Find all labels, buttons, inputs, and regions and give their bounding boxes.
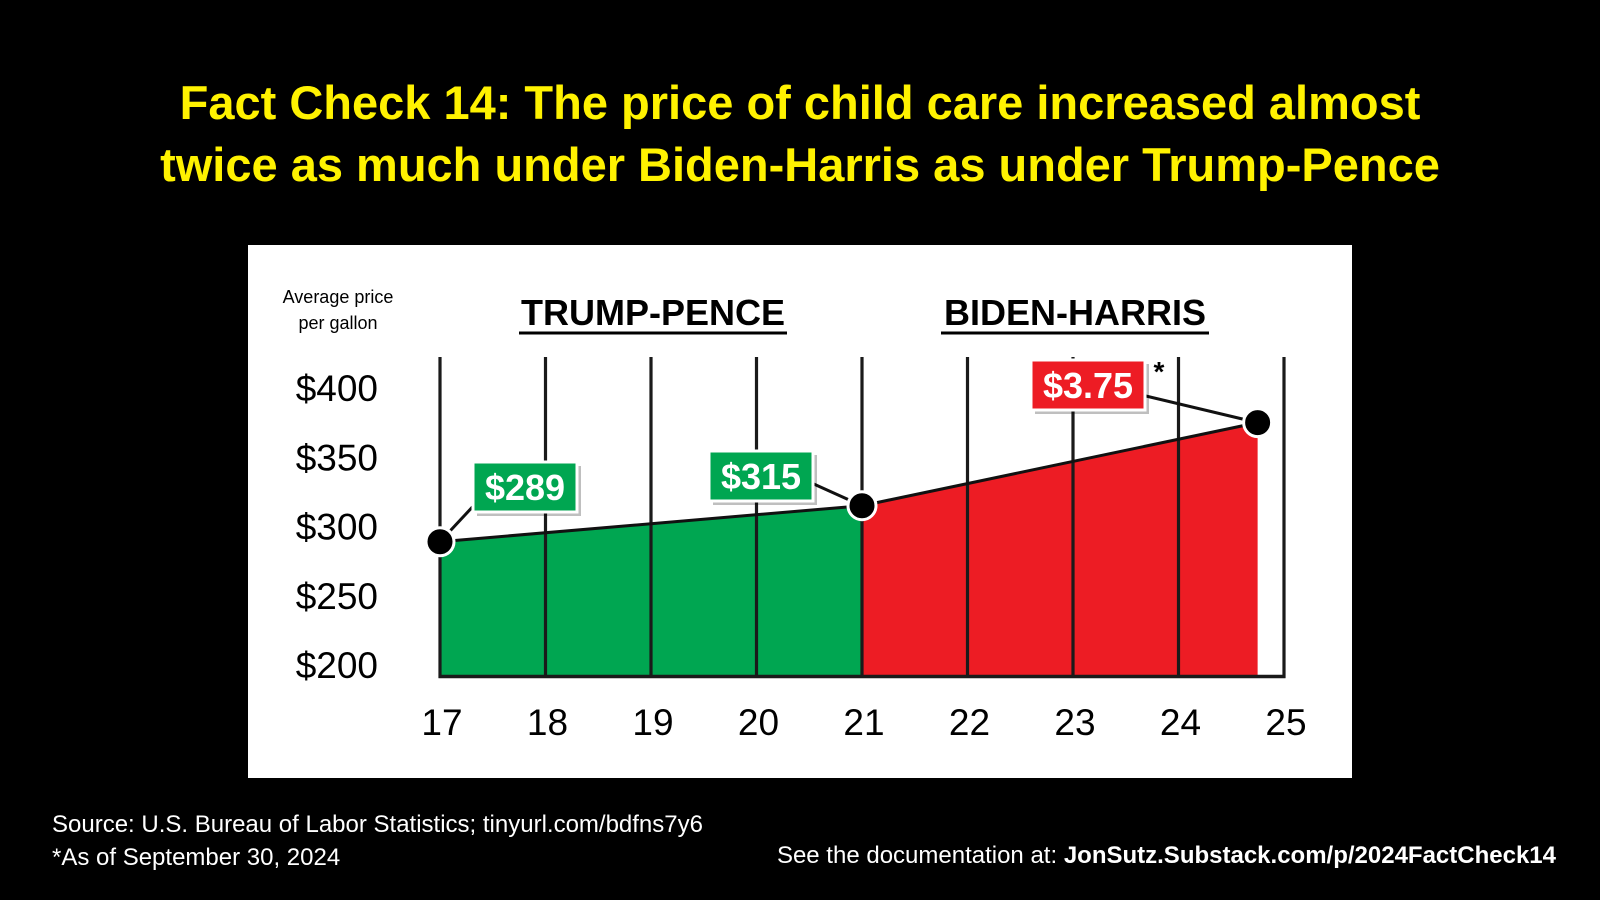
y-axis-label-line-2: per gallon bbox=[298, 313, 377, 333]
annotation-label: $3.75 bbox=[1043, 365, 1133, 406]
source-text: Source: U.S. Bureau of Labor Statistics;… bbox=[52, 811, 703, 838]
y-tick-label: $400 bbox=[296, 368, 378, 409]
period-label: TRUMP-PENCE bbox=[521, 292, 785, 333]
x-tick-label: 22 bbox=[949, 702, 990, 743]
biden-harris-area bbox=[862, 422, 1258, 678]
x-tick-label: 21 bbox=[843, 702, 884, 743]
chart-panel: Average price per gallon TRUMP-PENCE BIDEN-… bbox=[248, 245, 1352, 778]
annotation-box bbox=[707, 449, 815, 503]
documentation-prefix: See the documentation at: bbox=[776, 842, 1058, 869]
annotation-leader-line bbox=[1124, 389, 1258, 425]
footer-source-block: Source: U.S. Bureau of Labor Statistics;… bbox=[52, 808, 703, 874]
data-point-marker bbox=[846, 490, 878, 522]
x-tick-label: 23 bbox=[1054, 702, 1095, 743]
documentation-note: See the documentation at: JonSutz.Substa… bbox=[777, 842, 1556, 870]
trump-pence-trend-line bbox=[439, 504, 863, 544]
y-tick-label: $250 bbox=[296, 576, 378, 617]
biden-harris-trend-line bbox=[861, 421, 1258, 508]
x-tick-label: 25 bbox=[1265, 702, 1306, 743]
data-point-marker bbox=[424, 526, 456, 558]
annotation-box bbox=[471, 460, 579, 514]
x-tick-label: 24 bbox=[1160, 702, 1201, 743]
y-tick-label: $300 bbox=[296, 507, 378, 548]
annotation-label: $289 bbox=[485, 467, 565, 508]
page-title: Fact Check 14: The price of child care i… bbox=[0, 72, 1600, 196]
footnote-text: *As of September 30, 2024 bbox=[52, 844, 341, 871]
title-line-2: twice as much under Biden-Harris as unde… bbox=[160, 138, 1440, 191]
x-tick-label: 17 bbox=[421, 702, 462, 743]
y-tick-label: $350 bbox=[296, 437, 378, 478]
x-tick-label: 18 bbox=[527, 702, 568, 743]
annotation-label: $315 bbox=[721, 456, 801, 497]
y-axis-label-line-1: Average price bbox=[283, 287, 394, 307]
price-area-chart: Average price per gallon TRUMP-PENCE BIDEN-… bbox=[283, 287, 1307, 743]
title-line-1: Fact Check 14: The price of child care i… bbox=[179, 76, 1421, 129]
x-tick-label: 20 bbox=[738, 702, 779, 743]
y-tick-label: $200 bbox=[296, 645, 378, 686]
documentation-link[interactable]: JonSutz.Substack.com/p/2024FactCheck14 bbox=[1063, 842, 1556, 869]
annotation-box bbox=[1029, 358, 1147, 412]
data-point-marker bbox=[1242, 407, 1274, 439]
period-label: BIDEN-HARRIS bbox=[944, 292, 1206, 333]
annotation-asterisk: * bbox=[1154, 356, 1165, 387]
x-tick-label: 19 bbox=[632, 702, 673, 743]
